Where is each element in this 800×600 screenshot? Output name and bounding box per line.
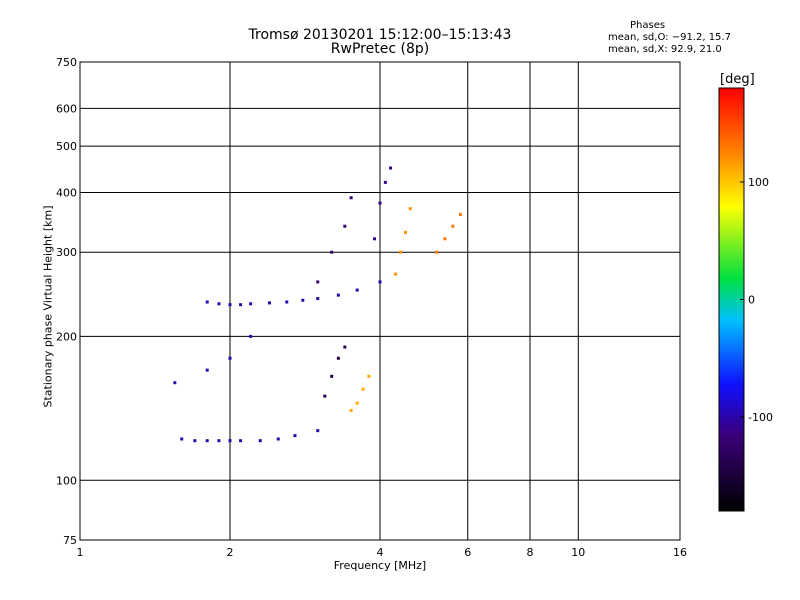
y-tick-label: 200 [56, 330, 77, 343]
echo-point [355, 288, 359, 292]
colorbar-label: [deg] [720, 72, 755, 87]
x-tick-label: 2 [227, 546, 234, 559]
colorbar-ticks: 100 0 -100 [740, 176, 773, 424]
y-ticks: 75 100 200 300 400 500 600 750 [56, 56, 77, 547]
x-tick-label: 8 [527, 546, 534, 559]
echo-point [228, 303, 232, 307]
chart-title: Tromsø 20130201 15:12:00–15:13:43 [248, 27, 512, 43]
x-axis-label: Frequency [MHz] [333, 559, 427, 572]
echo-point [228, 356, 232, 360]
echo-point [343, 224, 347, 228]
echo-point [458, 212, 462, 216]
echo-point [330, 250, 334, 254]
echo-point [193, 439, 197, 443]
stats-heading: Phases [630, 20, 666, 31]
echo-point [258, 439, 262, 443]
echo-point [228, 439, 232, 443]
echo-point [205, 300, 209, 304]
x-tick-label: 4 [377, 546, 384, 559]
echo-point [389, 166, 393, 170]
echo-point [316, 280, 320, 284]
colorbar-gradient [718, 87, 745, 512]
echo-point [330, 374, 334, 378]
colorbar-tick-label: -100 [748, 411, 773, 424]
echo-point [217, 302, 221, 306]
echo-point [399, 250, 403, 254]
echo-point [323, 394, 327, 398]
chart-subtitle: RwPretec (8p) [330, 41, 430, 57]
grid-lines [80, 62, 680, 540]
echo-point [451, 224, 455, 228]
echo-point [293, 434, 297, 438]
echo-point [343, 345, 347, 349]
echo-point [394, 272, 398, 276]
echo-point [267, 301, 271, 305]
data-points [173, 166, 462, 443]
echo-point [435, 250, 439, 254]
echo-point [361, 387, 365, 391]
x-tick-label: 10 [571, 546, 585, 559]
colorbar-tick-label: 100 [748, 176, 769, 189]
y-tick-label: 500 [56, 140, 77, 153]
echo-point [349, 408, 353, 412]
echo-point [378, 280, 382, 284]
plot-frame [79, 61, 681, 541]
y-tick-label: 300 [56, 246, 77, 259]
y-tick-label: 75 [63, 534, 77, 547]
echo-point [316, 429, 320, 433]
echo-point [276, 437, 280, 441]
echo-point [205, 368, 209, 372]
echo-point [285, 300, 289, 304]
echo-point [239, 439, 243, 443]
echo-point [217, 439, 221, 443]
stats-x-line: mean, sd,X: 92.9, 21.0 [608, 44, 722, 55]
echo-point [301, 298, 305, 302]
echo-point [336, 293, 340, 297]
x-tick-label: 1 [77, 546, 84, 559]
echo-point [249, 302, 253, 306]
x-tick-label: 16 [673, 546, 687, 559]
echo-point [355, 401, 359, 405]
colorbar-tick-label: 0 [748, 294, 755, 307]
echo-point [367, 374, 371, 378]
echo-point [205, 439, 209, 443]
echo-point [408, 207, 412, 211]
y-tick-label: 600 [56, 102, 77, 115]
y-tick-label: 100 [56, 474, 77, 487]
echo-point [349, 196, 353, 200]
echo-point [378, 201, 382, 205]
echo-point [443, 237, 447, 241]
x-ticks: 1 2 4 6 8 10 16 [77, 546, 688, 559]
echo-point [373, 237, 377, 241]
echo-point [173, 381, 177, 385]
y-tick-label: 750 [56, 56, 77, 69]
echo-point [239, 303, 243, 307]
echo-point [180, 437, 184, 441]
echo-point [316, 297, 320, 301]
echo-point [249, 334, 253, 338]
x-tick-label: 6 [464, 546, 471, 559]
y-tick-label: 400 [56, 186, 77, 199]
echo-point [403, 230, 407, 234]
echo-point [336, 356, 340, 360]
stats-o-line: mean, sd,O: −91.2, 15.7 [608, 32, 731, 43]
echo-point [383, 180, 387, 184]
